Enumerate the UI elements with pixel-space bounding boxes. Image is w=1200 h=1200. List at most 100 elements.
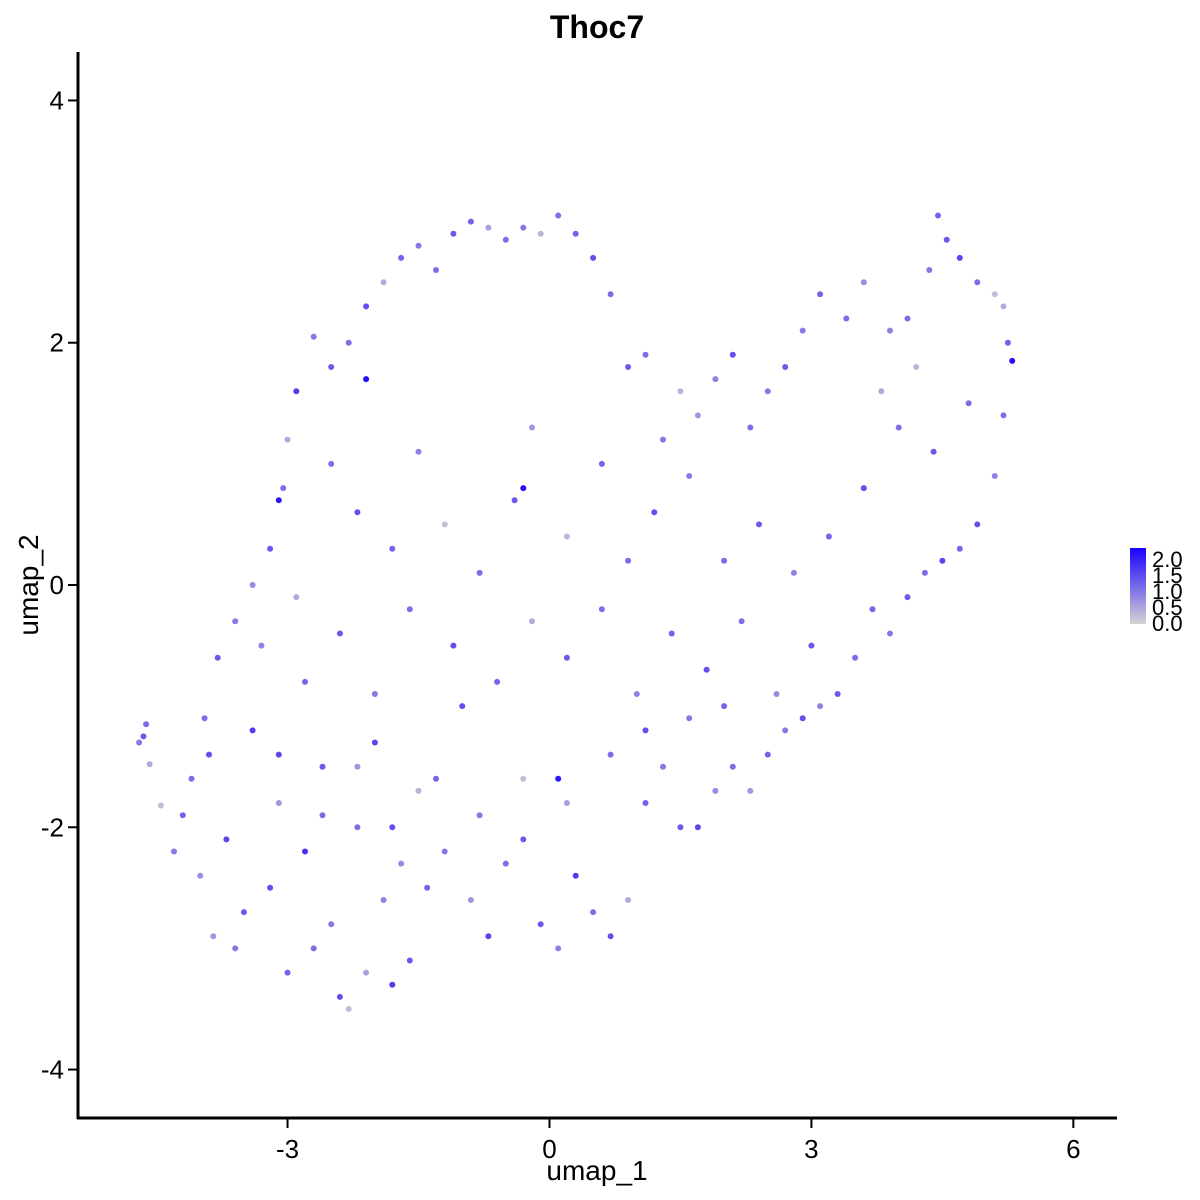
data-point (943, 236, 950, 243)
legend-colorbar (1130, 548, 1146, 624)
data-point (642, 727, 649, 734)
data-point (476, 569, 483, 576)
data-point (843, 315, 850, 322)
data-point (642, 351, 649, 358)
data-point (143, 721, 150, 728)
data-point (974, 279, 981, 286)
data-point (140, 733, 147, 740)
data-point (686, 473, 693, 479)
data-point (572, 230, 579, 237)
data-point (563, 800, 570, 806)
data-point (214, 654, 221, 661)
data-point (284, 436, 291, 443)
data-point (852, 654, 859, 661)
data-point (869, 606, 876, 613)
data-point (677, 388, 684, 395)
data-point (913, 364, 920, 370)
data-point (555, 212, 562, 219)
data-point (136, 739, 143, 746)
data-point (660, 763, 666, 770)
data-point (336, 630, 343, 637)
legend-label: 1.5 (1152, 563, 1183, 588)
data-point (275, 800, 282, 806)
data-point (860, 485, 867, 492)
data-point (712, 376, 719, 383)
data-point (721, 703, 728, 710)
data-point (764, 388, 771, 395)
data-point (302, 678, 308, 685)
data-point (206, 751, 212, 758)
data-point (572, 872, 579, 879)
data-point (389, 981, 396, 988)
data-point (694, 824, 701, 831)
data-point (371, 691, 378, 697)
data-point (433, 267, 439, 273)
data-point (712, 787, 719, 794)
data-point (633, 691, 640, 697)
data-point (415, 787, 422, 794)
data-point (677, 824, 684, 831)
data-point (398, 860, 405, 867)
data-point (249, 727, 256, 734)
legend-labels: 2.01.51.00.50.0 (1152, 547, 1183, 636)
data-point (590, 909, 597, 916)
legend-label: 2.0 (1152, 547, 1183, 572)
data-point (930, 448, 937, 455)
data-point (467, 218, 474, 225)
data-point (991, 473, 998, 479)
data-point (179, 812, 186, 819)
data-point (563, 533, 570, 540)
data-point (921, 569, 928, 576)
data-point (293, 594, 300, 601)
data-point (336, 993, 343, 1000)
data-point (328, 364, 335, 370)
data-point (494, 678, 501, 685)
data-point (860, 279, 867, 286)
data-point (520, 775, 527, 782)
data-point (280, 485, 287, 492)
data-point (354, 763, 361, 770)
data-point (415, 448, 422, 455)
data-point (590, 254, 597, 261)
data-point (433, 775, 439, 782)
data-point (188, 775, 195, 782)
points-layer (136, 212, 1016, 1012)
x-tick-label: 0 (542, 1134, 556, 1164)
data-point (201, 715, 208, 722)
y-tick-label: 4 (50, 85, 64, 115)
data-point (502, 236, 509, 243)
data-point (406, 606, 413, 613)
data-point (197, 872, 204, 879)
data-point (363, 376, 370, 383)
data-point (904, 594, 911, 601)
data-point (764, 751, 771, 758)
data-point (520, 836, 527, 843)
data-point (345, 339, 352, 346)
data-point (782, 364, 789, 370)
plot-title: Thoc7 (550, 9, 644, 45)
data-point (529, 618, 535, 625)
x-tick-label: 3 (804, 1134, 818, 1164)
y-axis-ticks: -4 -2 0 2 4 (41, 85, 78, 1085)
y-tick-label: -4 (41, 1055, 64, 1085)
data-point (887, 630, 893, 637)
data-point (1009, 357, 1016, 364)
data-point (607, 933, 614, 940)
data-point (729, 351, 736, 358)
x-tick-label: -3 (276, 1134, 299, 1164)
data-point (210, 933, 217, 940)
data-point (625, 897, 632, 903)
data-point (319, 812, 326, 819)
data-point (537, 921, 544, 928)
data-point (956, 254, 963, 261)
data-point (747, 424, 754, 431)
data-point (642, 800, 649, 806)
data-point (232, 945, 239, 952)
data-point (450, 230, 457, 237)
data-point (502, 860, 509, 867)
data-point (529, 424, 535, 431)
data-point (817, 291, 824, 298)
legend-label: 1.0 (1152, 579, 1183, 604)
data-point (171, 848, 177, 855)
data-point (223, 836, 230, 843)
